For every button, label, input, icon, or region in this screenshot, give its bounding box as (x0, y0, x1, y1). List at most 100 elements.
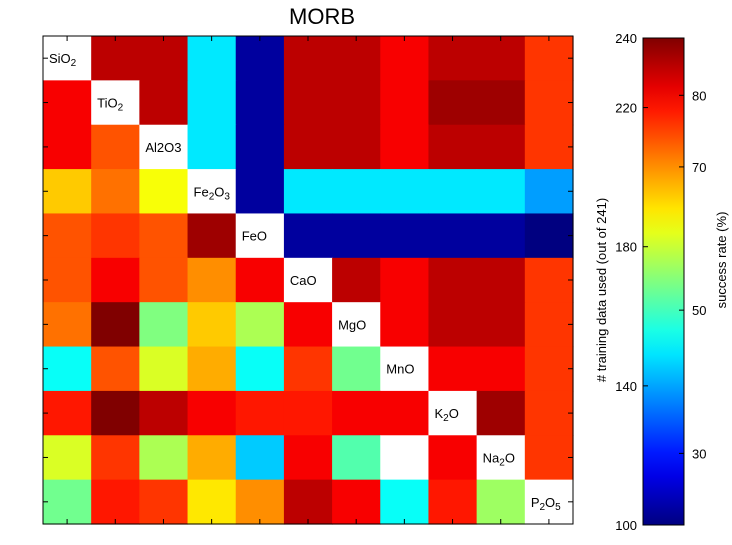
heatmap-cell-0-9 (476, 36, 526, 81)
heatmap-cell-7-2 (139, 346, 189, 392)
heatmap-cell-3-4 (235, 169, 285, 215)
heatmap-cell-5-7 (380, 257, 430, 303)
heatmap-cell-10-3 (187, 479, 237, 525)
heatmap-cell-10-7 (380, 479, 430, 525)
heatmap-cell-5-0 (43, 257, 92, 303)
heatmap-cell-4-9 (476, 213, 526, 259)
diagonal-label-fe2o3: Fe2O3 (194, 184, 231, 202)
heatmap-cell-4-10 (524, 213, 574, 259)
heatmap-cell-1-1 (91, 80, 140, 126)
heatmap-cell-6-1 (91, 302, 140, 348)
heatmap-cell-10-2 (139, 479, 189, 525)
heatmap-cell-8-7 (380, 390, 430, 436)
colorbar-tick-label: 70 (692, 160, 706, 175)
heatmap-cell-8-10 (524, 390, 574, 436)
heatmap-cell-0-6 (332, 36, 381, 81)
heatmap-cell-8-4 (235, 390, 285, 436)
heatmap-cell-7-8 (428, 346, 478, 392)
heatmap-cell-8-6 (332, 390, 381, 436)
heatmap-cell-0-7 (380, 36, 430, 81)
heatmap-cell-9-7 (380, 435, 430, 481)
heatmap-cell-2-2 (139, 124, 189, 170)
heatmap-cell-4-0 (43, 213, 92, 259)
heatmap-cell-7-3 (187, 346, 237, 392)
heatmap-cell-5-10 (524, 257, 574, 303)
colorbar: 30 50 70 80 100 140 180 220 240 (615, 31, 706, 533)
heatmap-cell-8-1 (91, 390, 140, 436)
heatmap-cell-0-8 (428, 36, 478, 81)
heatmap-cell-5-6 (332, 257, 381, 303)
heatmap-cell-6-8 (428, 302, 478, 348)
secondary-axis-tick-label: 240 (615, 31, 637, 46)
heatmap-cell-3-5 (283, 169, 333, 215)
heatmap-cell-2-6 (332, 124, 381, 170)
heatmap-cell-8-9 (476, 390, 526, 436)
heatmap-cell-10-8 (428, 479, 478, 525)
heatmap-cell-5-4 (235, 257, 285, 303)
heatmap-cell-4-7 (380, 213, 430, 259)
heatmap-cell-8-5 (283, 390, 333, 436)
diagonal-label-cao: CaO (290, 273, 317, 288)
heatmap-cell-7-9 (476, 346, 526, 392)
diagonal-label-na2o: Na2O (483, 450, 515, 468)
heatmap-cell-6-4 (235, 302, 285, 348)
heatmap-cell-8-3 (187, 390, 237, 436)
heatmap-cell-2-8 (428, 124, 478, 170)
heatmap-cell-3-1 (91, 169, 140, 215)
heatmap-cell-3-0 (43, 169, 92, 215)
diagonal-label-feo: FeO (242, 229, 267, 244)
secondary-axis-tick-label: 180 (615, 240, 637, 255)
secondary-axis-tick-label: 140 (615, 379, 637, 394)
diagonal-label-mgo: MgO (338, 317, 366, 332)
heatmap-cell-2-0 (43, 124, 92, 170)
heatmap-cell-4-1 (91, 213, 140, 259)
heatmap-cell-0-1 (91, 36, 140, 81)
heatmap-cell-6-0 (43, 302, 92, 348)
heatmap-cell-6-10 (524, 302, 574, 348)
heatmap-cell-3-8 (428, 169, 478, 215)
heatmap-cell-0-5 (283, 36, 333, 81)
heatmap-cell-0-2 (139, 36, 189, 81)
heatmap-cell-4-2 (139, 213, 189, 259)
heatmap-cell-3-9 (476, 169, 526, 215)
colorbar-label: success rate (%) (714, 212, 729, 309)
heatmap-cell-5-9 (476, 257, 526, 303)
diagonal-label-p2o5: P2O5 (531, 495, 561, 513)
heatmap-cell-4-3 (187, 213, 237, 259)
heatmap-cell-5-5 (283, 257, 333, 303)
heatmap-cell-7-1 (91, 346, 140, 392)
heatmap-cell-1-9 (476, 80, 526, 126)
secondary-axis-tick-label: 220 (615, 101, 637, 116)
heatmap-cell-8-8 (428, 390, 478, 436)
heatmap-cell-0-10 (524, 36, 574, 81)
heatmap-cell-2-1 (91, 124, 140, 170)
heatmap-cell-10-5 (283, 479, 333, 525)
heatmap-cell-7-5 (283, 346, 333, 392)
heatmap-cell-6-7 (380, 302, 430, 348)
heatmap-cell-4-4 (235, 213, 285, 259)
chart-title: MORB (289, 4, 355, 29)
heatmap-cell-8-0 (43, 390, 92, 436)
heatmap-cell-0-0 (43, 36, 92, 81)
colorbar-gradient (642, 37, 685, 526)
heatmap-cell-6-9 (476, 302, 526, 348)
heatmap-cell-9-4 (235, 435, 285, 481)
heatmap-cell-6-6 (332, 302, 381, 348)
heatmap-cell-10-6 (332, 479, 381, 525)
heatmap-cell-3-2 (139, 169, 189, 215)
heatmap-cell-1-10 (524, 80, 574, 126)
heatmap-cell-1-4 (235, 80, 285, 126)
heatmap-cell-2-3 (187, 124, 237, 170)
heatmap-cell-9-10 (524, 435, 574, 481)
heatmap-cell-1-0 (43, 80, 92, 126)
colorbar-tick-label: 80 (692, 88, 706, 103)
heatmap-cell-5-2 (139, 257, 189, 303)
heatmap-cell-5-8 (428, 257, 478, 303)
heatmap-cell-10-9 (476, 479, 526, 525)
heatmap-cell-2-10 (524, 124, 574, 170)
colorbar-tick-label: 30 (692, 446, 706, 461)
heatmap-cell-6-5 (283, 302, 333, 348)
heatmap-cell-10-0 (43, 479, 92, 525)
colorbar-tick-label: 50 (692, 303, 706, 318)
secondary-axis-label: # training data used (out of 241) (594, 198, 609, 382)
